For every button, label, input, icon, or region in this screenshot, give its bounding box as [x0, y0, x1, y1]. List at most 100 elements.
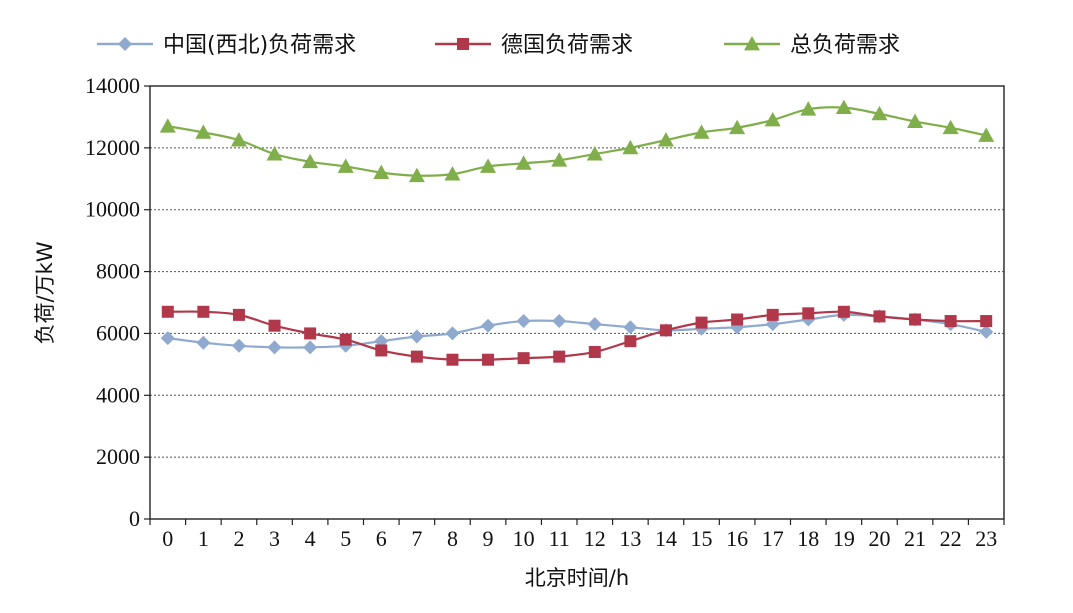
point-s1-x8 — [446, 353, 459, 366]
point-s2-x20 — [871, 105, 888, 121]
legend-label-2: 总负荷需求 — [790, 33, 900, 58]
point-s1-x9 — [482, 353, 495, 366]
point-s0-x0 — [160, 331, 175, 346]
x-tick-label-21: 21 — [904, 526, 926, 551]
x-tick-label-22: 22 — [940, 526, 962, 551]
series-layer — [159, 99, 995, 366]
x-tick-label-0: 0 — [162, 526, 173, 551]
y-tick-label-14000: 14000 — [85, 73, 140, 98]
point-s2-x10 — [515, 155, 532, 170]
point-s1-x4 — [304, 327, 317, 340]
point-s1-x22 — [944, 315, 957, 328]
point-s2-x19 — [835, 99, 852, 115]
y-tick-label-4000: 4000 — [96, 382, 140, 407]
x-tick-label-16: 16 — [726, 526, 748, 551]
point-s1-x7 — [410, 350, 423, 363]
point-s1-x1 — [197, 305, 210, 318]
point-s1-x18 — [802, 307, 815, 320]
point-s0-x2 — [231, 338, 246, 353]
x-tick-label-18: 18 — [797, 526, 819, 551]
point-s0-x3 — [267, 340, 282, 355]
point-s0-x1 — [196, 335, 211, 350]
x-tick-label-13: 13 — [619, 526, 641, 551]
point-s0-x10 — [516, 314, 531, 329]
legend-label-1: 德国负荷需求 — [501, 33, 633, 58]
grid-layer — [150, 147, 1004, 458]
legend-marker-2 — [744, 36, 760, 51]
y-tick-label-6000: 6000 — [96, 320, 140, 345]
point-s2-x7 — [408, 167, 425, 183]
x-axis-title: 北京时间/h — [525, 566, 629, 590]
x-tick-label-2: 2 — [233, 526, 244, 551]
point-s0-x11 — [552, 314, 567, 329]
point-s1-x2 — [232, 308, 245, 321]
x-tick-label-17: 17 — [762, 526, 784, 551]
point-s2-x15 — [693, 124, 710, 139]
point-s2-x6 — [373, 164, 390, 179]
y-tick-label-10000: 10000 — [85, 197, 140, 222]
series-line-0 — [167, 313, 987, 349]
series-line-1 — [167, 310, 987, 362]
point-s2-x16 — [729, 119, 746, 135]
point-s1-x11 — [553, 350, 566, 363]
point-s1-x16 — [731, 313, 744, 326]
point-s0-x9 — [481, 318, 496, 333]
x-tick-label-9: 9 — [483, 526, 494, 551]
point-s0-x13 — [623, 320, 638, 335]
point-s2-x0 — [159, 118, 176, 133]
point-s1-x19 — [837, 305, 850, 318]
series-line-2 — [167, 106, 987, 177]
series-1 — [161, 305, 993, 366]
x-tick-label-7: 7 — [411, 526, 422, 551]
point-s2-x12 — [586, 146, 603, 161]
point-s0-x23 — [979, 324, 994, 339]
point-s1-x23 — [980, 315, 993, 328]
point-s2-x8 — [444, 166, 461, 181]
plot-frame — [149, 85, 1005, 520]
legend-item-1: 德国负荷需求 — [435, 33, 633, 58]
legend-marker-0 — [118, 37, 132, 51]
point-s1-x10 — [517, 352, 530, 365]
legend-item-0: 中国(西北)负荷需求 — [97, 33, 356, 58]
y-tick-label-12000: 12000 — [85, 135, 140, 160]
y-tick-label-2000: 2000 — [96, 444, 140, 469]
x-tick-label-20: 20 — [868, 526, 890, 551]
x-tick-label-8: 8 — [447, 526, 458, 551]
point-s0-x8 — [445, 326, 460, 341]
x-tick-label-3: 3 — [269, 526, 280, 551]
point-s1-x20 — [873, 310, 886, 323]
point-s2-x22 — [942, 119, 959, 135]
point-s1-x6 — [375, 344, 388, 357]
point-s1-x13 — [624, 335, 637, 348]
point-s2-x2 — [230, 132, 247, 147]
point-s2-x18 — [800, 101, 817, 116]
point-s2-x13 — [622, 139, 639, 155]
legend-label-0: 中国(西北)负荷需求 — [163, 33, 356, 58]
legend-item-2: 总负荷需求 — [724, 33, 900, 58]
series-2 — [159, 99, 995, 183]
point-s1-x14 — [659, 324, 672, 337]
x-tick-label-23: 23 — [975, 526, 997, 551]
x-tick-label-4: 4 — [305, 526, 316, 551]
point-s1-x12 — [588, 345, 601, 358]
point-s1-x5 — [339, 333, 352, 346]
point-s2-x5 — [337, 158, 354, 173]
x-tick-label-1: 1 — [198, 526, 209, 551]
point-s1-x21 — [909, 313, 922, 326]
point-s2-x21 — [907, 113, 924, 128]
legend-layer: 中国(西北)负荷需求 德国负荷需求 总负荷需求 — [97, 33, 900, 58]
point-s2-x17 — [764, 112, 781, 127]
x-tick-label-15: 15 — [691, 526, 713, 551]
point-s2-x14 — [657, 132, 674, 147]
y-axis-title: 负荷/万kW — [33, 241, 57, 344]
point-s1-x17 — [766, 308, 779, 321]
point-s0-x7 — [409, 329, 424, 344]
point-s1-x0 — [161, 305, 174, 318]
point-s2-x23 — [978, 127, 995, 142]
x-tick-label-11: 11 — [549, 526, 570, 551]
point-s2-x11 — [551, 152, 568, 167]
point-s2-x9 — [480, 158, 497, 173]
